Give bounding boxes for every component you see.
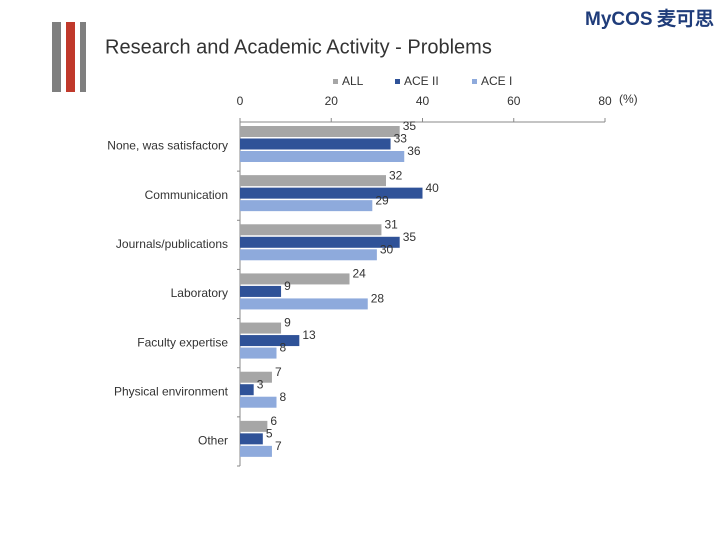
data-label: 13: [302, 328, 316, 342]
bar: [240, 285, 282, 297]
y-tick-label: Other: [198, 434, 228, 448]
data-label: 8: [280, 341, 287, 355]
y-tick-label: Faculty expertise: [137, 335, 228, 349]
data-label: 32: [389, 168, 403, 182]
data-label: 33: [394, 132, 408, 146]
bar: [240, 298, 368, 310]
legend-swatch: [395, 79, 400, 84]
logo: MyCOS: [585, 9, 653, 30]
x-unit: (%): [619, 92, 638, 106]
legend-swatch: [333, 79, 338, 84]
bar: [240, 396, 277, 408]
y-tick-label: Physical environment: [114, 384, 229, 398]
data-label: 30: [380, 242, 394, 256]
bar: [240, 200, 373, 212]
bar: [240, 420, 268, 432]
decor-bar: [66, 22, 75, 92]
data-label: 9: [284, 316, 291, 330]
x-tick-label: 80: [598, 94, 612, 108]
decor-bar: [52, 22, 61, 92]
data-label: 28: [371, 292, 385, 306]
decor-bar: [80, 22, 86, 92]
data-label: 35: [403, 230, 417, 244]
bar: [240, 273, 350, 285]
x-tick-label: 20: [325, 94, 339, 108]
legend-label: ALL: [342, 74, 364, 88]
y-tick-label: Journals/publications: [116, 237, 228, 251]
bar: [240, 151, 405, 162]
bar: [240, 384, 254, 396]
data-label: 6: [270, 414, 277, 428]
data-label: 31: [384, 217, 398, 231]
bar: [240, 126, 400, 137]
x-tick-label: 0: [237, 94, 244, 108]
legend-swatch: [472, 79, 477, 84]
data-label: 24: [353, 267, 367, 281]
legend-label: ACE II: [404, 74, 439, 88]
chart-title: Research and Academic Activity - Problem…: [105, 36, 492, 58]
data-label: 8: [280, 390, 287, 404]
data-label: 35: [403, 119, 417, 133]
data-label: 9: [284, 279, 291, 293]
x-tick-label: 60: [507, 94, 521, 108]
bar: [240, 187, 423, 199]
y-tick-label: Laboratory: [171, 286, 228, 300]
bar: [240, 335, 300, 347]
y-tick-label: Communication: [145, 188, 228, 202]
bar: [240, 138, 391, 150]
bar: [240, 224, 382, 236]
data-label: 3: [257, 377, 264, 391]
legend-label: ACE I: [481, 74, 512, 88]
data-label: 5: [266, 427, 273, 441]
data-label: 40: [426, 181, 440, 195]
bar: [240, 371, 272, 383]
bar: [240, 445, 272, 457]
bar: [240, 347, 277, 359]
bar: [240, 175, 386, 187]
bar: [240, 236, 400, 248]
data-label: 36: [407, 144, 421, 158]
data-label: 7: [275, 439, 282, 453]
data-label: 7: [275, 365, 282, 379]
bar: [240, 433, 263, 445]
bar: [240, 249, 377, 261]
bar: [240, 322, 282, 334]
logo-cn: 麦可思: [657, 7, 714, 30]
x-tick-label: 40: [416, 94, 430, 108]
data-label: 29: [375, 193, 389, 207]
y-tick-label: None, was satisfactory: [107, 139, 228, 153]
